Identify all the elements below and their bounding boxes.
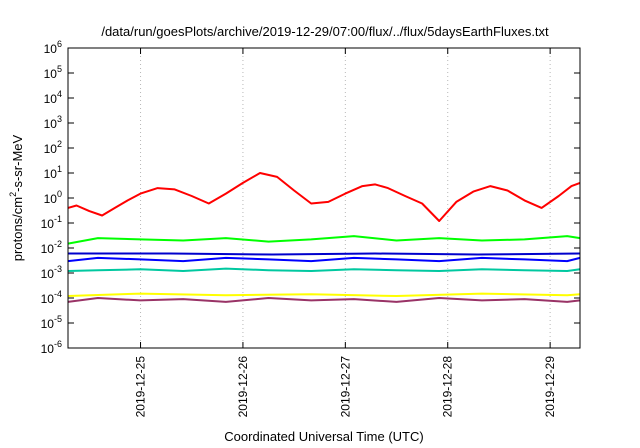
y-tick-label: 104: [44, 89, 62, 106]
y-tick-base: 10: [44, 92, 58, 106]
y-tick-label: 10-6: [41, 339, 62, 356]
y-tick-base: 10: [44, 142, 58, 156]
x-tick-label: 2019-12-25: [134, 356, 148, 418]
y-tick-exponent: 2: [57, 139, 62, 149]
y-axis: 10-610-510-410-310-210-11001011021031041…: [41, 39, 580, 356]
x-tick-label: 2019-12-28: [441, 356, 455, 418]
y-tick-label: 10-5: [41, 314, 62, 331]
y-tick-base: 10: [41, 267, 55, 281]
y-tick-exponent: -5: [54, 314, 62, 324]
y-tick-label: 10-1: [41, 214, 62, 231]
y-tick-exponent: 4: [57, 89, 62, 99]
series-line-3: [67, 256, 581, 263]
series-line-7: [67, 297, 581, 303]
y-tick-exponent: -4: [54, 289, 62, 299]
x-axis: 2019-12-25 2019-12-26 2019-12-27 2019-12-28…: [134, 48, 557, 418]
series-line-5: [67, 267, 581, 272]
chart-title: /data/run/goesPlots/archive/2019-12-29/0…: [101, 24, 549, 39]
series-line-6: [67, 292, 581, 297]
x-tick-label: 2019-12-26: [236, 356, 250, 418]
y-tick-label: 10-2: [41, 239, 62, 256]
x-axis-label: Coordinated Universal Time (UTC): [224, 429, 423, 444]
y-tick-base: 10: [44, 67, 58, 81]
y-axis-label-superscript: 2: [8, 192, 18, 197]
y-tick-exponent: 5: [57, 64, 62, 74]
y-tick-base: 10: [41, 242, 55, 256]
y-tick-label: 10-4: [41, 289, 62, 306]
series-line-1: [67, 172, 581, 222]
y-tick-base: 10: [44, 167, 58, 181]
y-tick-exponent: 1: [57, 164, 62, 174]
series-line-2: [67, 235, 581, 245]
x-tick-label: 2019-12-29: [543, 356, 557, 418]
y-tick-exponent: -1: [54, 214, 62, 224]
y-axis-label-prefix: protons/cm: [10, 197, 25, 261]
y-axis-label: protons/cm2-s-sr-MeV: [8, 134, 25, 261]
y-tick-label: 100: [44, 189, 62, 206]
y-tick-label: 105: [44, 64, 62, 81]
y-tick-base: 10: [44, 117, 58, 131]
y-tick-label: 103: [44, 114, 62, 131]
y-tick-base: 10: [44, 42, 58, 56]
y-tick-label: 10-3: [41, 264, 62, 281]
x-tick-label: 2019-12-27: [338, 356, 352, 418]
y-tick-exponent: 6: [57, 39, 62, 49]
y-tick-exponent: 3: [57, 114, 62, 124]
y-axis-label-suffix: -s-sr-MeV: [10, 134, 25, 191]
y-tick-base: 10: [41, 342, 55, 356]
y-tick-base: 10: [41, 217, 55, 231]
y-tick-exponent: -2: [54, 239, 62, 249]
y-tick-label: 102: [44, 139, 62, 156]
y-tick-base: 10: [44, 192, 58, 206]
y-tick-base: 10: [41, 317, 55, 331]
series-line-4: [68, 252, 581, 256]
y-tick-base: 10: [41, 292, 55, 306]
y-tick-exponent: -3: [54, 264, 62, 274]
y-tick-label: 106: [44, 39, 62, 56]
y-tick-exponent: -6: [54, 339, 62, 349]
series-group: [67, 172, 581, 303]
y-tick-exponent: 0: [57, 189, 62, 199]
y-tick-label: 101: [44, 164, 62, 181]
